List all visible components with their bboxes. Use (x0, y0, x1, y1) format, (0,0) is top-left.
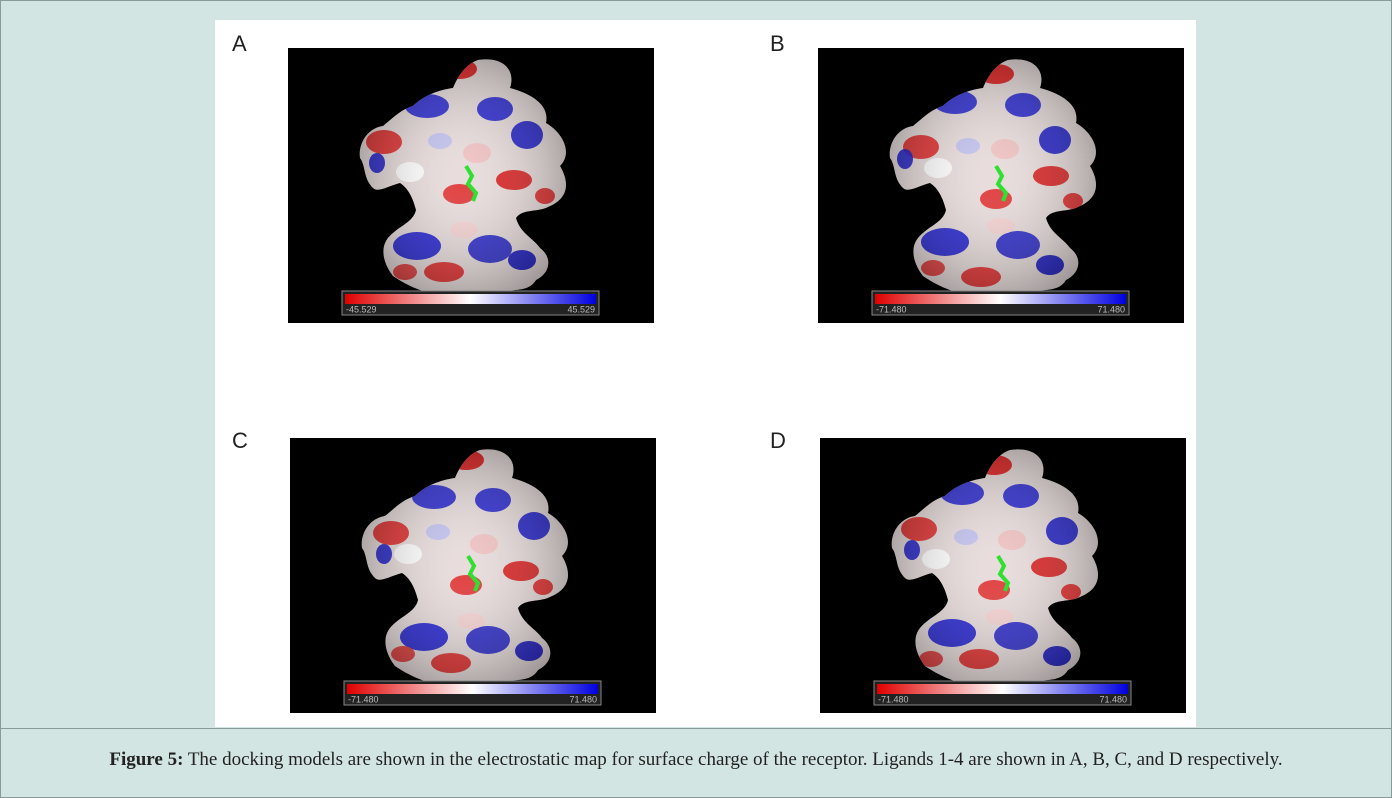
panel-label: B (770, 31, 785, 56)
panel-image: -71.480 71.480 (818, 48, 1184, 323)
colorbar-min: -71.480 (878, 694, 909, 704)
colorbar (345, 294, 596, 304)
caption-text: The docking models are shown in the elec… (183, 749, 1282, 770)
figure-image: A -45.529 45.529 B -71.480 71.480 C -71.480 71.4… (215, 20, 1196, 727)
colorbar-min: -71.480 (348, 694, 379, 704)
panel-image: -45.529 45.529 (288, 48, 654, 323)
caption: Figure 5: The docking models are shown i… (12, 748, 1380, 772)
colorbar-min: -45.529 (346, 304, 377, 314)
caption-label: Figure 5: (109, 749, 183, 770)
colorbar-max: 71.480 (1099, 694, 1127, 704)
colorbar-min: -71.480 (876, 304, 907, 314)
separator (0, 728, 1392, 729)
colorbar (877, 684, 1128, 694)
panel-label: A (232, 31, 247, 56)
panel-image: -71.480 71.480 (820, 438, 1186, 713)
page: A -45.529 45.529 B -71.480 71.480 C -71.480 71.4… (0, 0, 1392, 798)
colorbar-max: 71.480 (569, 694, 597, 704)
colorbar-max: 71.480 (1097, 304, 1125, 314)
colorbar (347, 684, 598, 694)
colorbar (875, 294, 1126, 304)
panel-label: D (770, 428, 786, 453)
panel-label: C (232, 428, 248, 453)
panel-image: -71.480 71.480 (290, 438, 656, 713)
colorbar-max: 45.529 (567, 304, 595, 314)
